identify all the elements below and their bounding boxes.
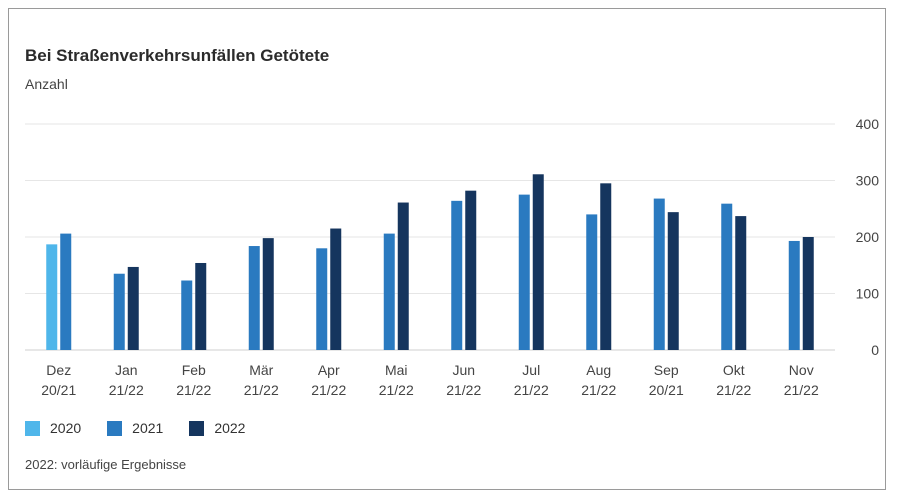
bar-mai-2022 — [397, 202, 409, 350]
y-tick-label-200: 200 — [856, 229, 880, 245]
bar-jan-2021 — [113, 273, 125, 350]
legend-label-2020: 2020 — [50, 420, 82, 436]
x-tick-label-month: Mai — [385, 362, 408, 378]
bar-sep-2021 — [653, 198, 665, 350]
bar-feb-2021 — [181, 280, 193, 350]
y-tick-label-300: 300 — [856, 173, 880, 189]
bar-dez-2021 — [60, 233, 72, 350]
x-tick-label-period: 21/22 — [109, 382, 144, 398]
legend: 2020 2021 2022 — [25, 420, 245, 436]
x-tick-label-period: 21/22 — [379, 382, 414, 398]
chart-title: Bei Straßenverkehrsunfällen Getötete — [25, 46, 330, 65]
x-tick-label-period: 21/22 — [514, 382, 549, 398]
x-tick-label-period: 21/22 — [244, 382, 279, 398]
x-tick-label-period: 21/22 — [311, 382, 346, 398]
x-tick-label-month: Apr — [318, 362, 340, 378]
x-tick-label-month: Okt — [723, 362, 745, 378]
legend-swatch-2020 — [25, 420, 40, 436]
bar-okt-2022 — [735, 216, 747, 350]
x-tick-label-period: 20/21 — [649, 382, 684, 398]
x-tick-label-month: Jan — [115, 362, 138, 378]
x-tick-label-month: Dez — [46, 362, 71, 378]
bar-mär-2022 — [262, 238, 274, 350]
bar-nov-2022 — [802, 237, 814, 350]
bar-apr-2022 — [330, 228, 342, 350]
bar-apr-2021 — [316, 248, 328, 350]
bar-feb-2022 — [195, 262, 207, 350]
bar-mai-2021 — [383, 233, 395, 350]
legend-label-2022: 2022 — [214, 420, 246, 436]
bar-okt-2021 — [721, 203, 733, 350]
bar-jul-2021 — [518, 194, 530, 350]
x-tick-label-period: 20/21 — [41, 382, 76, 398]
bar-jul-2022 — [532, 174, 544, 350]
x-tick-label-month: Jul — [522, 362, 540, 378]
footnote: 2022: vorläufige Ergebnisse — [25, 457, 187, 472]
x-tick-label-period: 21/22 — [784, 382, 819, 398]
bar-jun-2022 — [465, 190, 477, 350]
legend-item-2021[interactable]: 2021 — [107, 420, 163, 436]
x-tick-label-month: Feb — [182, 362, 206, 378]
legend-swatch-2021 — [107, 420, 123, 436]
y-tick-label-100: 100 — [856, 286, 880, 302]
y-tick-label-400: 400 — [856, 116, 880, 132]
chart-unit-label: Anzahl — [25, 76, 68, 92]
x-tick-label-period: 21/22 — [446, 382, 481, 398]
legend-item-2022[interactable]: 2022 — [189, 420, 245, 436]
x-tick-label-month: Jun — [452, 362, 475, 378]
y-tick-label-0: 0 — [871, 342, 879, 358]
bar-jan-2022 — [127, 266, 139, 350]
x-tick-label-month: Aug — [586, 362, 611, 378]
legend-item-2020[interactable]: 2020 — [25, 420, 81, 436]
x-tick-label-month: Sep — [654, 362, 679, 378]
x-tick-label-month: Nov — [789, 362, 814, 378]
bar-jun-2021 — [451, 200, 463, 350]
bar-dez-2020 — [46, 244, 58, 350]
bar-aug-2021 — [586, 214, 598, 350]
x-tick-label-period: 21/22 — [176, 382, 211, 398]
bar-sep-2022 — [667, 212, 679, 350]
x-tick-label-period: 21/22 — [716, 382, 751, 398]
bar-aug-2022 — [600, 183, 612, 350]
legend-label-2021: 2021 — [132, 420, 164, 436]
bar-mär-2021 — [248, 246, 260, 350]
x-tick-label-period: 21/22 — [581, 382, 616, 398]
bar-nov-2021 — [788, 240, 800, 350]
x-tick-label-month: Mär — [249, 362, 273, 378]
legend-swatch-2022 — [189, 420, 205, 436]
